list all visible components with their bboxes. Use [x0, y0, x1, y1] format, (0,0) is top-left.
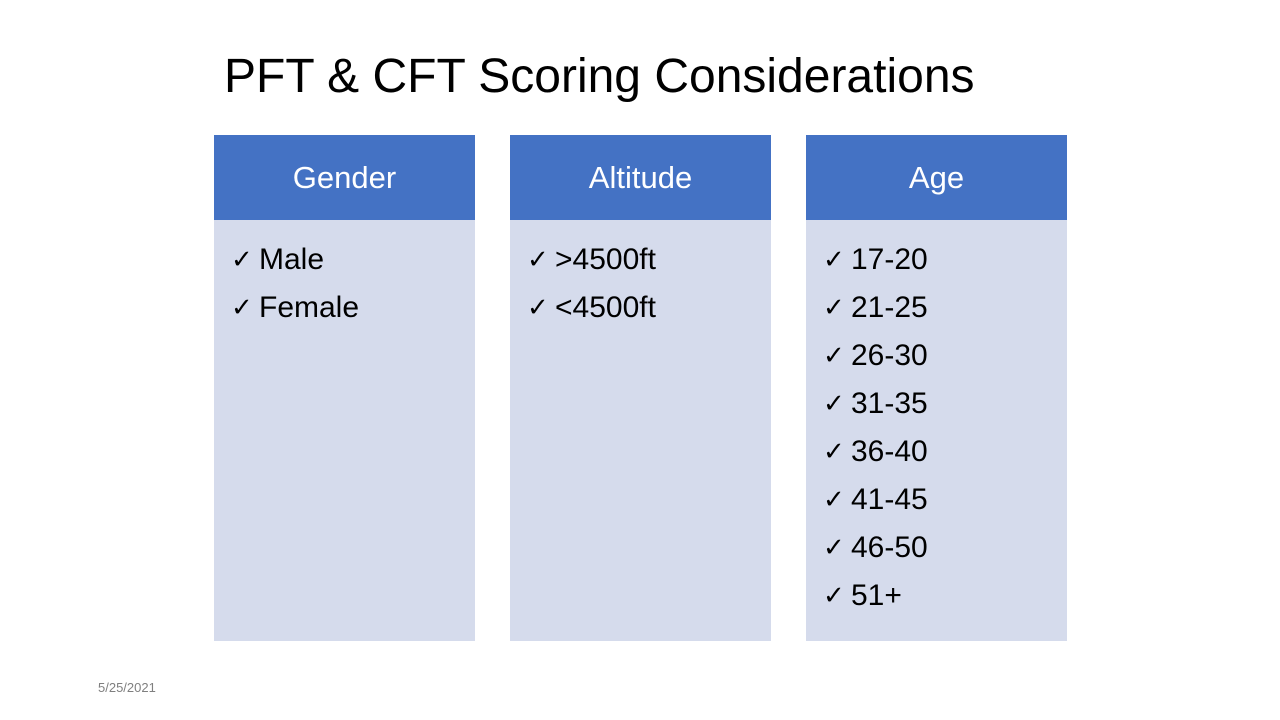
checkmark-icon: ✓ — [823, 293, 845, 323]
checkmark-icon: ✓ — [823, 341, 845, 371]
column-gender: Gender ✓ Male ✓ Female — [214, 135, 475, 641]
list-item: ✓ 46-50 — [806, 524, 1067, 572]
checkmark-icon: ✓ — [231, 245, 253, 275]
column-body-altitude: ✓ >4500ft ✓ <4500ft — [510, 220, 771, 641]
list-item: ✓ 41-45 — [806, 476, 1067, 524]
list-item-label: 17-20 — [851, 243, 928, 276]
checkmark-icon: ✓ — [823, 437, 845, 467]
list-item-label: 36-40 — [851, 435, 928, 468]
list-item: ✓ >4500ft — [510, 236, 771, 284]
list-item-label: <4500ft — [555, 291, 656, 324]
checkmark-icon: ✓ — [231, 293, 253, 323]
list-item: ✓ 26-30 — [806, 332, 1067, 380]
checkmark-icon: ✓ — [823, 245, 845, 275]
checkmark-icon: ✓ — [527, 245, 549, 275]
list-item-label: 41-45 — [851, 483, 928, 516]
list-item: ✓ Female — [214, 284, 475, 332]
column-body-gender: ✓ Male ✓ Female — [214, 220, 475, 641]
list-item: ✓ 36-40 — [806, 428, 1067, 476]
list-item-label: 51+ — [851, 579, 902, 612]
column-age: Age ✓ 17-20 ✓ 21-25 ✓ 26-30 ✓ 31-35 ✓ 36-40 ✓… — [806, 135, 1067, 641]
slide-date: 5/25/2021 — [98, 680, 156, 695]
list-item: ✓ 17-20 — [806, 236, 1067, 284]
checkmark-icon: ✓ — [823, 389, 845, 419]
list-item-label: 46-50 — [851, 531, 928, 564]
column-body-age: ✓ 17-20 ✓ 21-25 ✓ 26-30 ✓ 31-35 ✓ 36-40 ✓ 41-4… — [806, 220, 1067, 641]
list-item-label: 31-35 — [851, 387, 928, 420]
list-item-label: Male — [259, 243, 325, 276]
checkmark-icon: ✓ — [823, 485, 845, 515]
checkmark-icon: ✓ — [823, 533, 845, 563]
list-item: ✓ 31-35 — [806, 380, 1067, 428]
column-header-gender: Gender — [214, 135, 475, 220]
list-item: ✓ Male — [214, 236, 475, 284]
list-item-label: Female — [259, 291, 360, 324]
list-item-label: >4500ft — [555, 243, 656, 276]
list-item: ✓ <4500ft — [510, 284, 771, 332]
column-header-altitude: Altitude — [510, 135, 771, 220]
column-altitude: Altitude ✓ >4500ft ✓ <4500ft — [510, 135, 771, 641]
list-item-label: 21-25 — [851, 291, 928, 324]
list-item: ✓ 21-25 — [806, 284, 1067, 332]
column-header-age: Age — [806, 135, 1067, 220]
list-item: ✓ 51+ — [806, 572, 1067, 620]
checkmark-icon: ✓ — [527, 293, 549, 323]
checkmark-icon: ✓ — [823, 581, 845, 611]
slide-title: PFT & CFT Scoring Considerations — [224, 50, 975, 103]
list-item-label: 26-30 — [851, 339, 928, 372]
